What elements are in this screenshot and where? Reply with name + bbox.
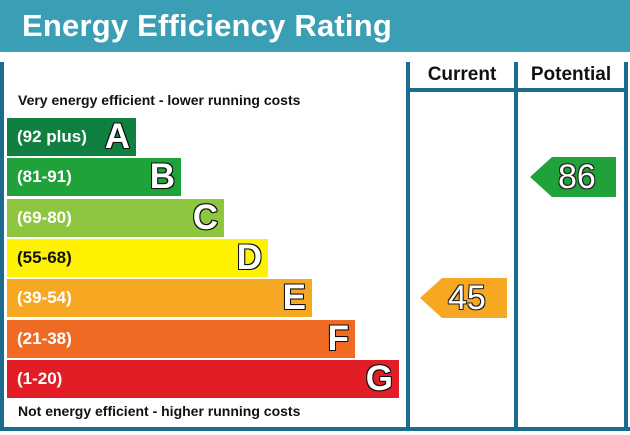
chart-title: Energy Efficiency Rating [22, 8, 393, 43]
band-range-label: (69-80) [17, 207, 72, 227]
top-efficiency-note: Very energy efficient - lower running co… [18, 92, 301, 108]
band-range-label: (39-54) [17, 288, 72, 308]
band-d: (55-68) D [7, 237, 268, 277]
potential-arrow-shape [530, 157, 616, 198]
band-letter: C [192, 197, 218, 237]
band-range-label: (21-38) [17, 328, 72, 348]
band-range-label: (55-68) [17, 247, 72, 267]
band-e: (39-54) E [7, 278, 312, 318]
bottom-efficiency-note: Not energy efficient - higher running co… [18, 403, 301, 419]
band-letter: D [236, 237, 262, 277]
band-letter: E [282, 278, 306, 318]
frame-left-border [0, 62, 4, 430]
current-column-right-border [514, 62, 518, 431]
band-letter: A [104, 117, 130, 156]
band-b: (81-91) B [7, 157, 181, 197]
band-letter: G [365, 358, 393, 398]
band-letter: B [149, 157, 175, 197]
band-f: (21-38) F [7, 318, 355, 358]
band-g: (1-20) G [7, 358, 399, 398]
potential-rating-value: 86 [558, 158, 596, 197]
current-rating-value: 45 [448, 279, 486, 318]
band-range-label: (92 plus) [17, 127, 87, 146]
band-range-label: (81-91) [17, 167, 72, 187]
potential-column-header: Potential [530, 64, 612, 85]
current-arrow-shape [420, 278, 507, 319]
band-c: (69-80) C [7, 197, 224, 237]
column-header-rule [406, 88, 628, 92]
current-column-header: Current [427, 64, 497, 85]
current-rating-arrow: 45 [420, 278, 507, 319]
potential-rating-arrow: 86 [530, 157, 616, 198]
current-column-left-border [406, 62, 410, 431]
band-a: (92 plus) A [7, 117, 136, 156]
potential-column-right-border [624, 62, 628, 431]
title-bar: Energy Efficiency Rating [0, 0, 630, 52]
band-range-label: (1-20) [17, 368, 63, 388]
frame-bottom-border [0, 427, 630, 431]
band-letter: F [327, 318, 349, 358]
